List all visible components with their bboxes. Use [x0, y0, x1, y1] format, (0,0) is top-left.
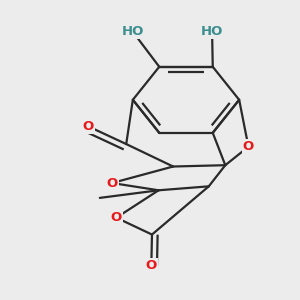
Text: O: O [146, 259, 157, 272]
Text: O: O [82, 120, 94, 133]
Text: O: O [243, 140, 254, 153]
Text: HO: HO [122, 25, 144, 38]
Text: O: O [106, 176, 118, 190]
Text: O: O [111, 211, 122, 224]
Text: HO: HO [201, 25, 223, 38]
